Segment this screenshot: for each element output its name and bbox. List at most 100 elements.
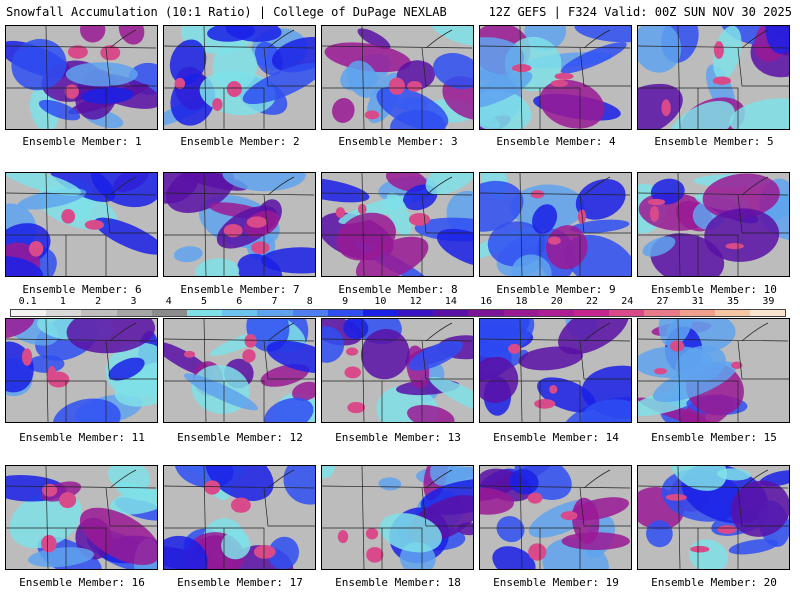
scale-label: 0.1 (18, 296, 37, 307)
snowfall-map-graphic (638, 466, 789, 569)
ensemble-member-caption: Ensemble Member: 14 (493, 431, 619, 444)
scale-label: 3 (130, 296, 137, 307)
ensemble-member-caption: Ensemble Member: 5 (654, 135, 774, 148)
snowfall-map-graphic (480, 319, 631, 422)
scale-swatch (292, 310, 328, 316)
scale-swatch (503, 310, 539, 316)
run-valid-time: 12Z GEFS | F324 Valid: 00Z SUN NOV 30 20… (488, 5, 792, 19)
snowfall-map-graphic (164, 173, 315, 276)
ensemble-member-caption: Ensemble Member: 18 (335, 576, 461, 589)
scale-swatch (644, 310, 680, 316)
scale-label: 16 (480, 296, 493, 307)
scale-label: 22 (585, 296, 599, 307)
scale-label: 39 (762, 296, 775, 307)
ensemble-member-caption: Ensemble Member: 9 (496, 283, 616, 296)
scale-swatch (151, 310, 187, 316)
snowfall-map-graphic (6, 173, 157, 276)
ensemble-map-panel (637, 25, 790, 130)
scale-label: 8 (306, 296, 313, 307)
ensemble-member-caption: Ensemble Member: 8 (338, 283, 458, 296)
ensemble-map-panel (637, 172, 790, 277)
snowfall-map-graphic (638, 173, 789, 276)
scale-label: 20 (550, 296, 563, 307)
ensemble-member-caption: Ensemble Member: 4 (496, 135, 616, 148)
scale-swatch (186, 310, 223, 316)
scale-label: 1 (59, 296, 66, 307)
scale-label: 10 (374, 296, 387, 307)
ensemble-member-caption: Ensemble Member: 16 (19, 576, 145, 589)
color-scale: 0.1 1 2 3 4 5 6 7 8 9 10 12 14 16 18 20 22 24 27 31 35 39 (10, 296, 786, 318)
ensemble-map-panel (163, 318, 316, 423)
scale-swatch (749, 310, 786, 316)
scale-swatch (327, 310, 363, 316)
ensemble-map-panel (637, 318, 790, 423)
scale-label: 35 (727, 296, 740, 307)
ensemble-member-caption: Ensemble Member: 20 (651, 576, 777, 589)
scale-label: 12 (409, 296, 422, 307)
ensemble-member-caption: Ensemble Member: 12 (177, 431, 303, 444)
ensemble-map-panel (5, 25, 158, 130)
snowfall-map-graphic (322, 466, 473, 569)
scale-label: 4 (165, 296, 172, 307)
scale-swatch (81, 310, 117, 316)
ensemble-map-panel (163, 465, 316, 570)
scale-label: 31 (691, 296, 704, 307)
ensemble-member-caption: Ensemble Member: 6 (22, 283, 142, 296)
ensemble-map-panel (321, 318, 474, 423)
scale-swatch (609, 310, 645, 316)
snowfall-map-graphic (638, 319, 789, 422)
ensemble-map-panel (479, 465, 632, 570)
scale-swatch (574, 310, 610, 316)
ensemble-member-caption: Ensemble Member: 13 (335, 431, 461, 444)
snowfall-map-graphic (6, 319, 157, 422)
ensemble-map-panel (163, 25, 316, 130)
ensemble-map-panel (479, 318, 632, 423)
ensemble-map-panel (5, 465, 158, 570)
snowfall-map-graphic (480, 173, 631, 276)
scale-bar (10, 309, 786, 317)
ensemble-map-panel (321, 465, 474, 570)
scale-swatch (679, 310, 715, 316)
scale-swatch (714, 310, 750, 316)
scale-swatch (116, 310, 152, 316)
ensemble-map-panel (479, 172, 632, 277)
scale-swatch (538, 310, 574, 316)
scale-swatch (362, 310, 399, 316)
ensemble-member-caption: Ensemble Member: 1 (22, 135, 142, 148)
scale-label: 5 (200, 296, 208, 307)
scale-label: 14 (444, 296, 457, 307)
ensemble-map-panel (5, 172, 158, 277)
scale-swatch (222, 310, 258, 316)
snowfall-map-graphic (480, 26, 631, 129)
snowfall-map-graphic (164, 319, 315, 422)
scale-label: 27 (656, 296, 669, 307)
snowfall-map-graphic (6, 466, 157, 569)
ensemble-map-panel (479, 25, 632, 130)
ensemble-member-caption: Ensemble Member: 15 (651, 431, 777, 444)
scale-swatch (257, 310, 293, 316)
scale-label: 2 (95, 296, 102, 307)
ensemble-member-caption: Ensemble Member: 10 (651, 283, 777, 296)
scale-swatch (46, 310, 82, 316)
ensemble-map-panel (321, 25, 474, 130)
scale-swatch (11, 310, 47, 316)
ensemble-member-caption: Ensemble Member: 2 (180, 135, 300, 148)
ensemble-member-caption: Ensemble Member: 11 (19, 431, 145, 444)
scale-label: 7 (271, 296, 278, 307)
snowfall-map-graphic (164, 466, 315, 569)
ensemble-member-caption: Ensemble Member: 17 (177, 576, 303, 589)
ensemble-member-caption: Ensemble Member: 7 (180, 283, 300, 296)
ensemble-member-caption: Ensemble Member: 19 (493, 576, 619, 589)
ensemble-map-panel (163, 172, 316, 277)
snowfall-map-graphic (322, 26, 473, 129)
ensemble-map-panel (637, 465, 790, 570)
snowfall-map-graphic (6, 26, 157, 129)
snowfall-map-graphic (638, 26, 789, 129)
scale-swatch (468, 310, 504, 316)
chart-title: Snowfall Accumulation (10:1 Ratio) | Col… (6, 5, 447, 19)
scale-swatch (433, 310, 469, 316)
snowfall-map-graphic (322, 173, 473, 276)
snowfall-map-graphic (164, 26, 315, 129)
ensemble-map-panel (5, 318, 158, 423)
scale-swatch (398, 310, 434, 316)
